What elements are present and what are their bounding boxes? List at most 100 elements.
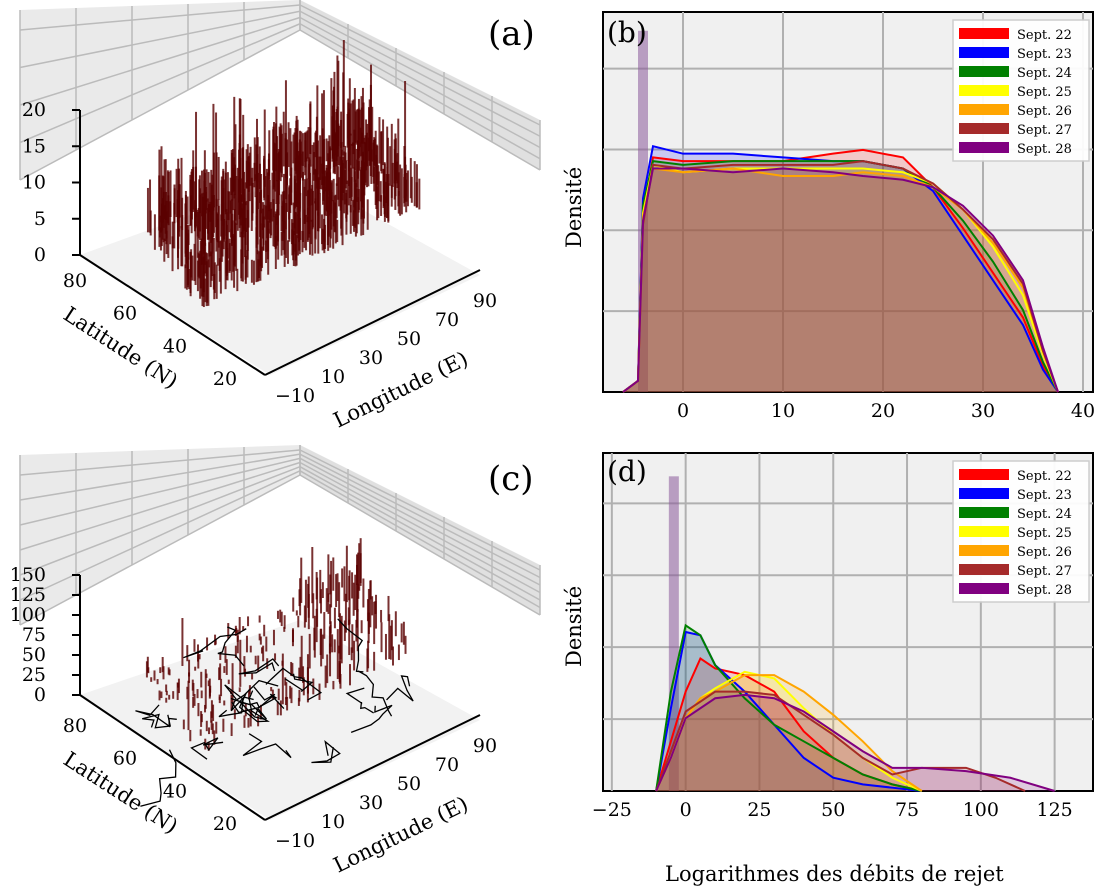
- legend-entry: Sept. 28: [1017, 142, 1072, 157]
- floor-pane: [80, 620, 480, 820]
- series-area-3: [656, 671, 922, 791]
- panel-a-grid: [19, 0, 541, 181]
- panel-c-lon-ticks: −10 10 30 50 70 90: [275, 735, 497, 852]
- z-tick-label: 150: [10, 564, 46, 586]
- legend-entry: Sept. 26: [1017, 104, 1072, 119]
- map-border: [238, 658, 280, 675]
- histogram-spike: [668, 476, 679, 791]
- x-tick-label: 40: [1071, 400, 1095, 422]
- longitude-tick-label: 10: [321, 366, 345, 388]
- series-line-2: [655, 623, 923, 792]
- map-border: [238, 701, 268, 721]
- legend-swatch: [959, 28, 1009, 39]
- map-border: [337, 618, 364, 673]
- panel-c-grid: [19, 445, 541, 626]
- x-tick-label: 0: [680, 799, 692, 821]
- legend-swatch: [959, 123, 1009, 134]
- latitude-tick-label: 60: [113, 303, 137, 325]
- longitude-tick-label: 30: [359, 347, 383, 369]
- panel-d-legend: Sept. 22 Sept. 23 Sept. 24 Sept. 25 Sept. 26…: [952, 460, 1090, 603]
- legend-swatch: [959, 545, 1009, 556]
- legend-entry: Sept. 28: [1017, 583, 1072, 598]
- grid-line: [299, 474, 541, 616]
- z-tick-label: 15: [22, 135, 46, 157]
- legend-entry: Sept. 22: [1017, 28, 1072, 43]
- grid-line: [299, 453, 541, 579]
- longitude-tick-label: −10: [275, 385, 315, 407]
- series-area-2: [656, 625, 922, 791]
- grid-line: [19, 449, 301, 476]
- map-border: [386, 675, 414, 702]
- map-border: [230, 679, 279, 712]
- longitude-tick-label: 90: [473, 290, 497, 312]
- grid-line: [299, 470, 541, 609]
- legend-swatch: [959, 583, 1009, 594]
- x-tick-label: 0: [677, 400, 689, 422]
- map-border: [217, 626, 245, 667]
- grid-line: [19, 4, 301, 31]
- grid-line: [299, 457, 541, 586]
- legend-entry: Sept. 24: [1017, 66, 1072, 81]
- legend-entry: Sept. 26: [1017, 545, 1072, 560]
- series-line-1: [655, 630, 922, 792]
- panel-d-x-ticks: −25 0 25 50 75 100 125: [592, 799, 1073, 821]
- x-tick-label: 75: [895, 799, 919, 821]
- panel-a-bars: [146, 40, 421, 308]
- map-border: [231, 693, 285, 714]
- grid-line: [299, 16, 541, 149]
- z-tick-label: 100: [10, 604, 46, 626]
- panel-a-z-ticks: 0 5 10 15 20: [22, 99, 80, 266]
- x-tick-label: 100: [963, 799, 999, 821]
- longitude-tick-label: 50: [397, 773, 421, 795]
- panel-c-xlabel: Longitude (E): [330, 792, 472, 878]
- grid-line: [19, 16, 301, 106]
- panel-b-x-ticks: 0 10 20 30 40: [677, 400, 1095, 422]
- series-area-3: [623, 164, 1058, 392]
- map-border: [140, 749, 177, 807]
- grid-line: [19, 465, 301, 576]
- series-line-6: [655, 693, 1055, 792]
- legend-entry: Sept. 23: [1017, 488, 1072, 503]
- legend-swatch: [959, 142, 1009, 153]
- x-tick-label: 20: [871, 400, 895, 422]
- grid-line: [299, 449, 541, 571]
- grid-line: [299, 23, 541, 160]
- longitude-tick-label: 30: [359, 792, 383, 814]
- x-tick-label: 30: [971, 400, 995, 422]
- latitude-tick-label: 40: [163, 335, 187, 357]
- legend-entry: Sept. 25: [1017, 526, 1072, 541]
- latitude-tick-label: 60: [113, 748, 137, 770]
- series-area-1: [623, 146, 1058, 392]
- map-border: [142, 713, 172, 729]
- legend-entry: Sept. 23: [1017, 47, 1072, 62]
- panel-c-lat-ticks: 80 60 40 20: [63, 715, 237, 835]
- x-tick-label: −25: [592, 799, 632, 821]
- z-tick-label: 5: [34, 208, 46, 230]
- z-tick-label: 75: [22, 624, 46, 646]
- z-tick-label: 0: [34, 684, 46, 706]
- panel-a-label: (a): [488, 14, 535, 54]
- panel-d-ylabel: Densité: [562, 586, 586, 667]
- x-tick-label: 125: [1036, 799, 1072, 821]
- legend-swatch: [959, 564, 1009, 575]
- series-area-6: [656, 694, 1055, 791]
- panel-b-legend: Sept. 22 Sept. 23 Sept. 24 Sept. 25 Sept. 26…: [952, 19, 1090, 162]
- legend-swatch: [959, 526, 1009, 537]
- panel-a-lon-ticks: −10 10 30 50 70 90: [275, 290, 497, 407]
- map-border: [357, 670, 393, 717]
- legend-swatch: [959, 85, 1009, 96]
- panel-d-xlabel: Logarithmes des débits de rejet: [665, 862, 1004, 886]
- map-border: [350, 704, 393, 733]
- legend-swatch: [959, 104, 1009, 115]
- legend-entry: Sept. 25: [1017, 85, 1072, 100]
- legend-entry: Sept. 24: [1017, 507, 1072, 522]
- x-tick-label: 10: [771, 400, 795, 422]
- latitude-tick-label: 80: [63, 715, 87, 737]
- legend-entry: Sept. 27: [1017, 123, 1072, 138]
- latitude-tick-label: 40: [163, 780, 187, 802]
- map-border: [284, 673, 314, 693]
- grid-line: [299, 10, 541, 137]
